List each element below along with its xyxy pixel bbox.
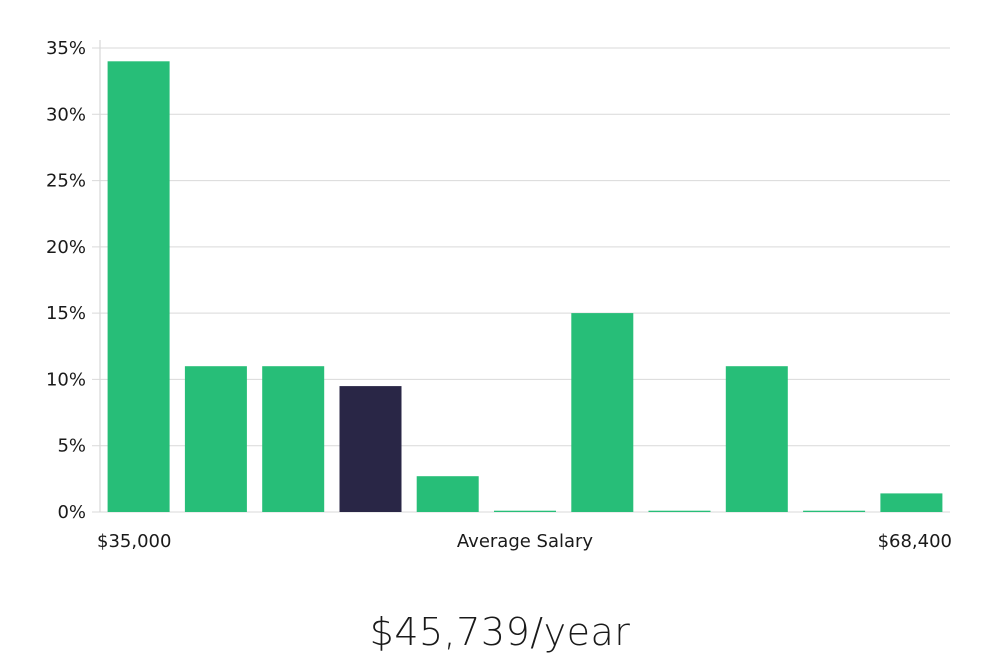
bar <box>880 493 943 512</box>
y-tick-label: 0% <box>57 502 86 523</box>
bars <box>107 61 943 513</box>
y-tick-label: 10% <box>46 369 86 390</box>
y-tick-label: 20% <box>46 237 86 258</box>
salary-histogram: 0% 5% 10% 15% 20% 25% 30% 35% $35,000 Average S… <box>46 38 952 552</box>
y-tick-label: 5% <box>57 436 86 457</box>
average-salary-value: $45,739/year <box>369 610 631 654</box>
bar <box>262 366 325 512</box>
x-min-label: $35,000 <box>97 531 171 552</box>
y-axis-ticks: 0% 5% 10% 15% 20% 25% 30% 35% <box>46 38 86 523</box>
bar <box>184 366 247 512</box>
y-tick-label: 25% <box>46 171 86 192</box>
highlighted-bar <box>339 386 402 512</box>
bar <box>107 61 170 513</box>
bar <box>416 476 479 512</box>
bar <box>571 313 634 512</box>
bar <box>494 510 556 512</box>
y-tick-label: 35% <box>46 38 86 59</box>
bar <box>803 510 866 512</box>
y-tick-label: 15% <box>46 303 86 324</box>
x-max-label: $68,400 <box>878 531 952 552</box>
bar <box>648 510 711 512</box>
y-tick-label: 30% <box>46 104 86 125</box>
bar <box>725 366 788 512</box>
x-axis-title: Average Salary <box>457 531 594 552</box>
